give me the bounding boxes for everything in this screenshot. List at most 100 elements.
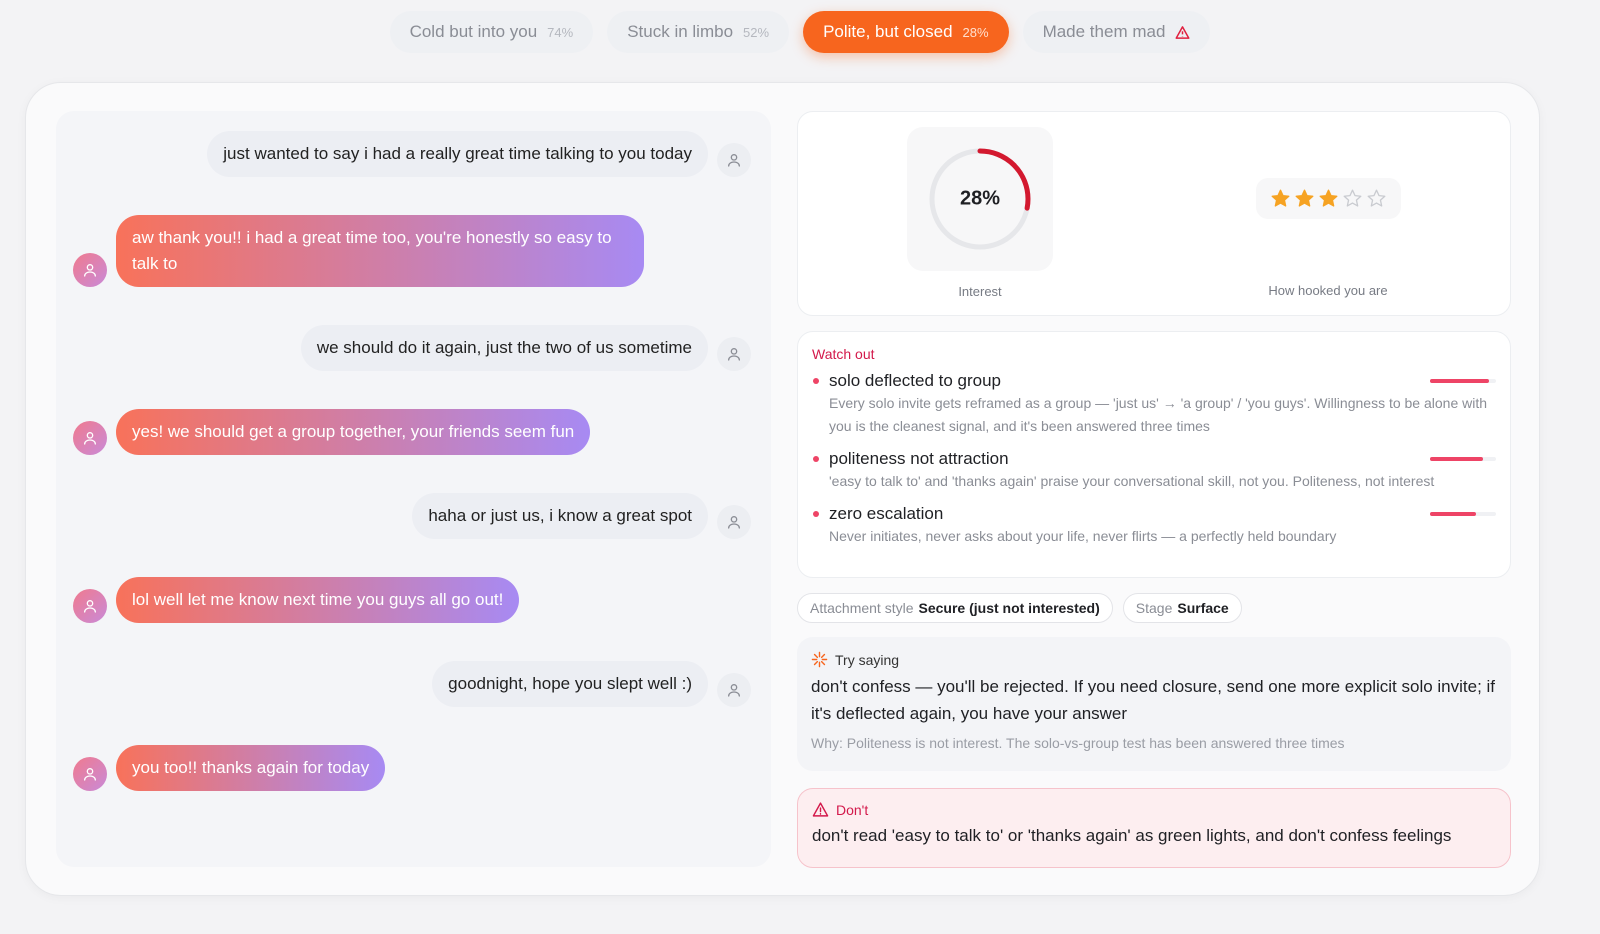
chip-value: Surface [1177,600,1229,616]
chat-panel: just wanted to say i had a really great … [56,111,771,867]
tab-bar: Cold but into you 74% Stuck in limbo 52% Pol… [0,11,1600,53]
try-text: don't confess — you'll be rejected. If y… [811,677,1496,723]
icon-head [730,348,738,355]
message-bubble: just wanted to say i had a really great … [207,131,708,177]
person-icon [728,516,740,529]
icon-body [84,439,96,445]
message-bubble: you too!! thanks again for today [116,745,386,791]
chip-label: Attachment style [810,600,914,616]
stars-caption: How hooked you are [1268,283,1388,298]
bullet [813,511,819,517]
message-row: just wanted to say i had a really great … [73,131,751,177]
avatar [717,337,751,371]
avatar [73,421,107,455]
watch-item-title: solo deflected to group [829,371,1002,390]
person-icon [84,432,96,445]
icon-head [86,432,94,439]
message-row: aw thank you!! i had a great time too, y… [73,215,751,287]
tab-score: 52% [743,24,770,40]
severity-bar [1430,379,1490,383]
message-row: you too!! thanks again for today [73,745,751,791]
icon-body [728,691,740,697]
chip: Attachment style Secure (just not interes… [797,593,1113,623]
star-shape [1319,189,1338,207]
avatar [717,143,751,177]
message-bubble: yes! we should get a group together, you… [116,409,591,455]
icon-head [730,154,738,161]
tab[interactable]: Made them mad [1022,11,1211,53]
watch-item-text: 'easy to talk to' and 'thanks again' pra… [829,473,1435,489]
watch-item-title: zero escalation [829,504,944,523]
watch-item-text: Never initiates, never asks about your l… [829,528,1337,544]
star [1271,189,1290,207]
gauge-label: 28% [960,187,1000,209]
icon-body [728,523,740,529]
warning-icon [812,802,829,817]
try-title: Try saying [835,651,900,668]
tab[interactable]: Polite, but closed 28% [803,11,1009,53]
icon-body [84,775,96,781]
tab[interactable]: Stuck in limbo 52% [607,11,790,53]
main-card: just wanted to say i had a really great … [25,82,1540,896]
dont-title: Don't [836,801,869,818]
warning-icon [1175,25,1190,39]
person-icon [728,684,740,697]
chip-label: Stage [1135,600,1173,616]
try-saying-card: Try saying don't confess — you'll be rej… [797,637,1511,771]
star-shape [1343,189,1362,207]
gauge-box: 28% [907,127,1053,271]
watch-out-card: Watch out solo deflected to group Every s… [797,331,1511,578]
person-icon [84,264,96,277]
star [1343,189,1362,207]
person-icon [84,600,96,613]
chip-value: Secure (just not interested) [918,600,1100,616]
icon-head [730,684,738,691]
chip: Stage Surface [1122,593,1242,623]
avatar [73,589,107,623]
star [1367,189,1386,207]
message-row: we should do it again, just the two of u… [73,325,751,371]
icon-head [730,516,738,523]
message-bubble: lol well let me know next time you guys … [116,577,520,623]
stats-card: 28% Interest How hooked you are [797,111,1511,316]
dont-header: Don't [812,801,1496,818]
person-icon [728,348,740,361]
tab-score: 28% [962,24,989,40]
gauge: 28% [929,148,1031,250]
bullet [813,378,819,384]
chips: Attachment style Secure (just not interes… [797,593,1242,623]
message-row: goodnight, hope you slept well :) [73,661,751,707]
star-shape [1295,189,1314,207]
tab-label: Stuck in limbo [627,22,734,41]
why-label: Why: [811,735,843,751]
why-text: Politeness is not interest. The solo-vs-… [846,735,1345,751]
dont-text: don't read 'easy to talk to' or 'thanks … [812,826,1452,845]
severity-track [1430,379,1496,383]
dont-card: Don't don't read 'easy to talk to' or 't… [797,788,1511,868]
gauge-caption: Interest [958,284,1002,299]
severity-bar [1430,457,1483,461]
tab-label: Cold but into you [409,22,538,41]
stars [1256,178,1401,219]
star-shape [1367,189,1386,207]
watch-item-title: politeness not attraction [829,449,1009,468]
icon-body [728,161,740,167]
watch-item: zero escalation Never initiates, never as… [812,503,1496,548]
message-row: lol well let me know next time you guys … [73,577,751,623]
star [1295,189,1314,207]
message-bubble: we should do it again, just the two of u… [300,325,708,371]
message-row: yes! we should get a group together, you… [73,409,751,455]
icon-body [728,355,740,361]
star-shape [1271,189,1290,207]
tab[interactable]: Cold but into you 74% [389,11,594,53]
message-row: haha or just us, i know a great spot [73,493,751,539]
icon-head [86,768,94,775]
gauge-arc [929,148,1031,250]
sparkle-icon [811,651,828,668]
avatar [73,757,107,791]
why: Why: Politeness is not interest. The sol… [811,735,1497,751]
message-bubble: aw thank you!! i had a great time too, y… [116,215,644,287]
severity-track [1430,457,1496,461]
icon-body [84,607,96,613]
